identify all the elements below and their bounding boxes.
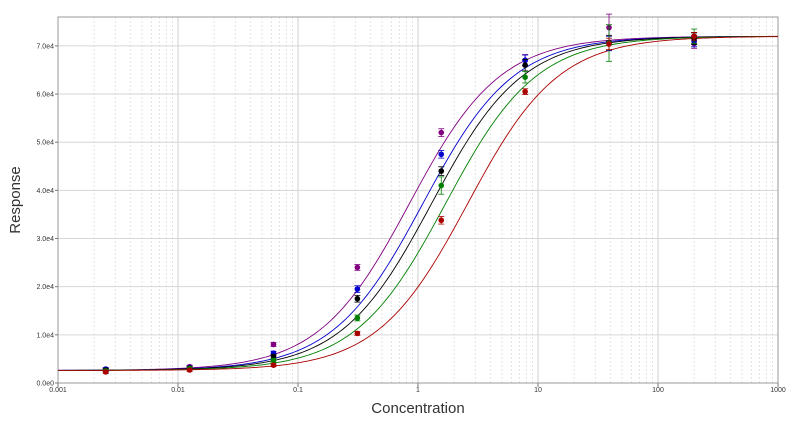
fit-curves — [57, 35, 779, 371]
x-tick-label: 1 — [416, 387, 420, 394]
data-point — [354, 315, 361, 321]
data-points — [102, 13, 698, 375]
data-point — [606, 41, 612, 47]
y-axis-title: Response — [7, 166, 24, 234]
data-point — [270, 353, 277, 360]
y-tick-label: 7.0e4 — [36, 43, 54, 50]
data-point — [270, 362, 277, 368]
x-axis-title: Concentration — [371, 400, 464, 417]
y-tick-label: 1.0e4 — [36, 332, 54, 339]
y-tick-label: 5.0e4 — [36, 140, 54, 147]
data-point — [522, 88, 528, 95]
x-axis-ticks: 0.001 0.01 0.1 1 10 100 1000 — [49, 383, 786, 394]
data-point — [354, 295, 361, 302]
x-tick-label: 10 — [534, 387, 542, 394]
data-point — [186, 367, 193, 373]
data-point — [438, 151, 445, 158]
x-tick-label: 100 — [652, 387, 664, 394]
data-point — [522, 62, 528, 68]
data-point — [270, 341, 277, 348]
fit-curve-1 — [57, 35, 779, 371]
y-tick-label: 4.0e4 — [36, 188, 54, 195]
data-point — [438, 129, 445, 136]
x-tick-label: 1000 — [770, 387, 786, 394]
data-point — [522, 74, 528, 80]
data-point — [438, 182, 445, 189]
x-tick-label: 0.001 — [49, 387, 67, 394]
x-tick-label: 0.1 — [293, 387, 303, 394]
data-point — [438, 217, 445, 224]
y-tick-label: 3.0e4 — [36, 236, 54, 243]
data-point — [354, 330, 361, 337]
data-point — [354, 286, 361, 292]
y-tick-label: 6.0e4 — [36, 92, 54, 99]
fit-curve-5 — [58, 36, 779, 371]
data-point — [354, 264, 361, 271]
y-tick-label: 0.0e0 — [36, 381, 54, 388]
minor-gridlines — [93, 17, 774, 383]
y-tick-label: 2.0e4 — [36, 284, 54, 291]
data-point — [102, 369, 109, 375]
x-tick-label: 0.01 — [171, 387, 185, 394]
data-point — [691, 33, 697, 40]
data-point — [270, 357, 277, 364]
data-point — [438, 168, 445, 174]
y-axis-ticks: 0.0e0 1.0e4 2.0e4 3.0e4 4.0e4 5.0e4 6.0e4 7.0e4 — [36, 43, 58, 388]
